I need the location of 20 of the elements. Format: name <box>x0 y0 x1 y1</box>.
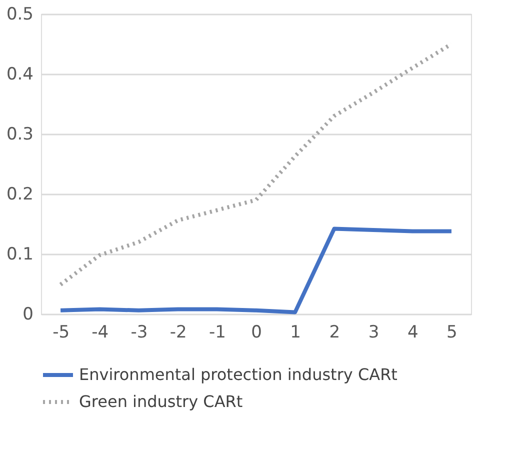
x-tick-label: 0 <box>251 322 262 342</box>
y-tick-label: 0.1 <box>6 244 34 264</box>
x-tick-label: 4 <box>407 322 418 342</box>
y-tick-label: 0.3 <box>6 124 34 144</box>
legend-label: Green industry CARt <box>79 392 243 411</box>
x-tick-label: 2 <box>329 322 340 342</box>
x-tick-label: -5 <box>52 322 70 342</box>
y-tick-label: 0.2 <box>6 184 34 204</box>
x-tick-label: -1 <box>208 322 226 342</box>
x-tick-label: 1 <box>290 322 302 342</box>
x-tick-label: -4 <box>92 322 109 342</box>
y-tick-label: 0.5 <box>6 4 34 24</box>
x-tick-label: 5 <box>446 322 458 342</box>
x-tick-label: 3 <box>368 322 380 342</box>
x-tick-label: -2 <box>170 322 187 342</box>
legend-label: Environmental protection industry CARt <box>79 365 398 384</box>
y-tick-label: 0.4 <box>6 64 34 84</box>
y-tick-label: 0 <box>22 304 34 324</box>
line-series <box>58 226 454 314</box>
x-tick-label: -3 <box>130 322 148 342</box>
